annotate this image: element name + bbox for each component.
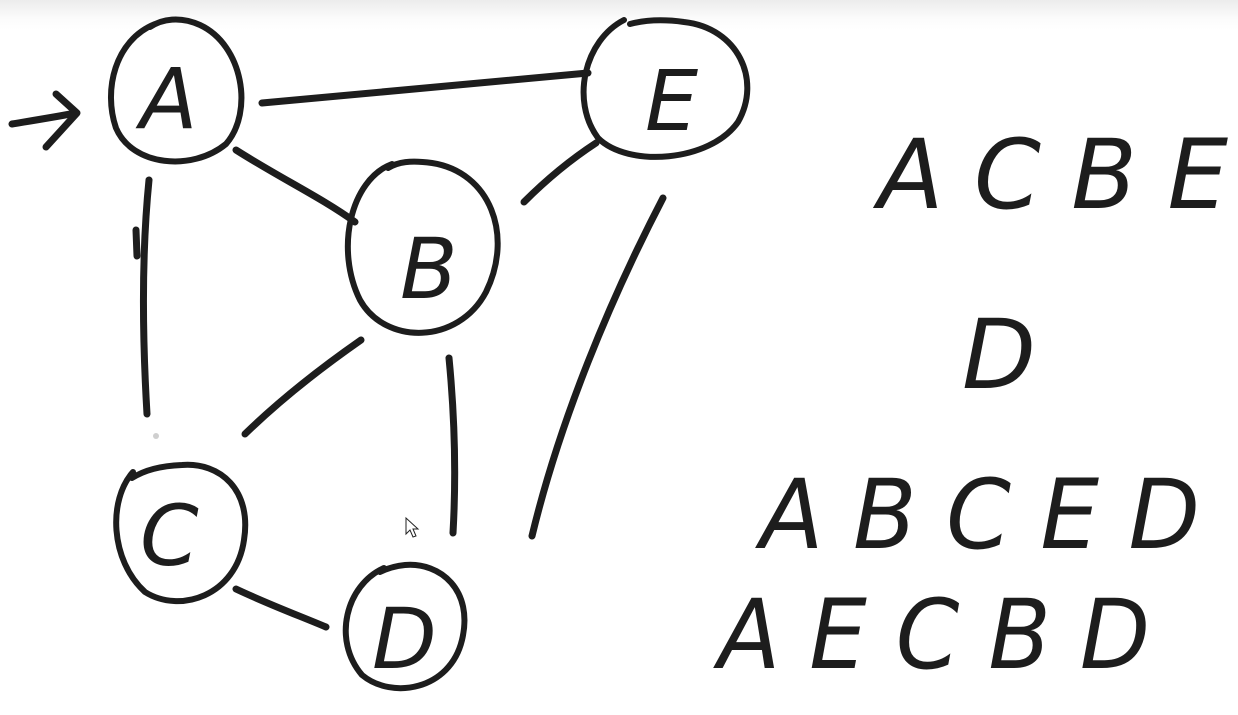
sequence-1: A C B E	[872, 119, 1228, 231]
mouse-pointer-icon	[405, 516, 420, 538]
node-a-label: A	[135, 50, 197, 148]
edge-b-c	[241, 336, 365, 438]
node-b: B	[344, 158, 501, 336]
sequence-4: A E C B D	[712, 579, 1150, 691]
sequence-3: A B C E D	[754, 459, 1200, 571]
node-c-circle	[113, 461, 249, 605]
start-arrow	[8, 90, 81, 151]
edge-b-d	[445, 354, 459, 537]
stray-dot	[153, 433, 159, 439]
node-c-label: C	[140, 487, 199, 585]
node-d-label: D	[372, 590, 437, 688]
node-d-circle	[342, 561, 468, 692]
node-b-label: B	[400, 220, 458, 318]
edge-e-d	[528, 194, 667, 540]
node-a-circle	[107, 16, 245, 165]
edge-a-b	[232, 146, 359, 226]
node-d: D	[342, 561, 468, 692]
sequence-2: D	[962, 299, 1036, 411]
traversal-sequences: A C B E D A B C E D A E C B D	[712, 119, 1228, 691]
edge-a-c-tick	[132, 226, 141, 260]
edge-a-e	[258, 69, 592, 107]
node-e-label: E	[645, 52, 698, 150]
node-c: C	[113, 461, 249, 605]
node-e-circle	[580, 17, 751, 160]
edge-c-d	[232, 585, 330, 631]
edges	[132, 69, 667, 631]
node-e: E	[580, 17, 751, 160]
edge-b-e	[520, 139, 600, 206]
node-b-circle	[344, 158, 501, 336]
node-a: A	[107, 16, 245, 165]
edge-a-c	[139, 176, 153, 418]
